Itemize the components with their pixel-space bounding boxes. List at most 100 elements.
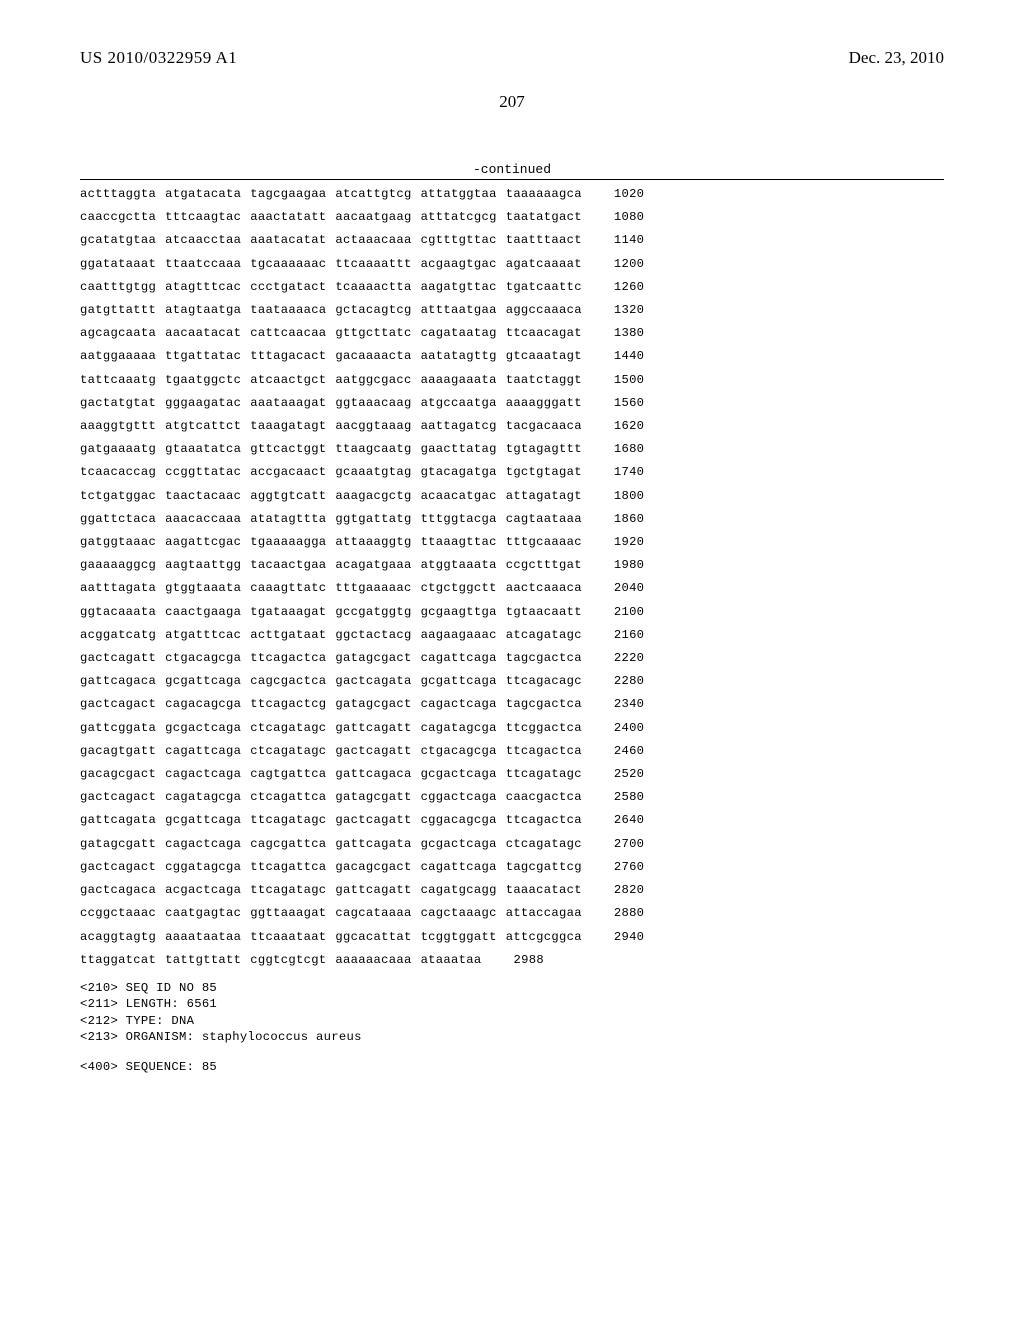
sequence-row: caatttgtggatagtttcacccctgatacttcaaaactta… xyxy=(80,281,944,293)
sequence-group: cagattcaga xyxy=(421,861,497,873)
sequence-group: aagaagaaac xyxy=(421,629,497,641)
sequence-group: gacaaaacta xyxy=(335,350,411,362)
sequence-group: aggccaaaca xyxy=(506,304,582,316)
sequence-group: gaacttatag xyxy=(421,443,497,455)
publication-number: US 2010/0322959 A1 xyxy=(80,48,237,68)
sequence-row: gactcagattctgacagcgattcagactcagatagcgact… xyxy=(80,652,944,664)
sequence-groups: acaggtagtgaaaataataattcaaataatggcacattat… xyxy=(80,931,582,943)
sequence-group: ttcagactcg xyxy=(250,698,326,710)
sequence-row: tctgatggactaactacaacaggtgtcattaaagacgctg… xyxy=(80,490,944,502)
sequence-row: tcaacaccagccggttatacaccgacaactgcaaatgtag… xyxy=(80,466,944,478)
sequence-position: 1140 xyxy=(614,234,644,246)
sequence-group: ggtacaaata xyxy=(80,606,156,618)
sequence-group: acttgataat xyxy=(250,629,326,641)
sequence-group: ttcggactca xyxy=(506,722,582,734)
sequence-row: ccggctaaaccaatgagtacggttaaagatcagcataaaa… xyxy=(80,907,944,919)
sequence-group: aaaagaaata xyxy=(421,374,497,386)
sequence-group: aaatacatat xyxy=(250,234,326,246)
sequence-group: ctcagatagc xyxy=(506,838,582,850)
sequence-group: ggattctaca xyxy=(80,513,156,525)
sequence-group: acgactcaga xyxy=(165,884,241,896)
sequence-groups: gacagtgattcagattcagactcagatagcgactcagatt… xyxy=(80,745,582,757)
sequence-position: 2220 xyxy=(614,652,644,664)
sequence-group: gacagtgatt xyxy=(80,745,156,757)
sequence-group: ttaatccaaa xyxy=(165,258,241,270)
sequence-group: gttgcttatc xyxy=(335,327,411,339)
sequence-group: cagcataaaa xyxy=(335,907,411,919)
sequence-group: gactcagatt xyxy=(335,745,411,757)
sequence-group: agatcaaaat xyxy=(506,258,582,270)
sequence-row: gattcggatagcgactcagactcagatagcgattcagatt… xyxy=(80,722,944,734)
sequence-groups: gacagcgactcagactcagacagtgattcagattcagaca… xyxy=(80,768,582,780)
sequence-groups: gatggtaaacaagattcgactgaaaaaggaattaaaggtg… xyxy=(80,536,582,548)
sequence-group: gactcagact xyxy=(80,698,156,710)
sequence-position: 2940 xyxy=(614,931,644,943)
sequence-group: ggttaaagat xyxy=(250,907,326,919)
sequence-row: ttaggatcattattgttattcggtcgtcgtaaaaaacaaa… xyxy=(80,954,944,966)
sequence-group: gcgactcaga xyxy=(421,838,497,850)
sequence-position: 1620 xyxy=(614,420,644,432)
sequence-group: attagatagt xyxy=(506,490,582,502)
publication-date: Dec. 23, 2010 xyxy=(849,48,944,68)
sequence-group: aacaatgaag xyxy=(335,211,411,223)
sequence-group: tttcaagtac xyxy=(165,211,241,223)
sequence-group: ttcagactca xyxy=(506,814,582,826)
sequence-groups: ggtacaaatacaactgaagatgataaagatgccgatggtg… xyxy=(80,606,582,618)
sequence-row: caaccgcttatttcaagtacaaactatattaacaatgaag… xyxy=(80,211,944,223)
sequence-groups: tattcaaatgtgaatggctcatcaactgctaatggcgacc… xyxy=(80,374,582,386)
sequence-group: ttaagcaatg xyxy=(335,443,411,455)
sequence-group: gcgattcaga xyxy=(165,814,241,826)
sequence-group: tgctgtagat xyxy=(506,466,582,478)
sequence-position: 1200 xyxy=(614,258,644,270)
sequence-group: actaaacaaa xyxy=(335,234,411,246)
sequence-group: gatagcgact xyxy=(335,698,411,710)
sequence-group: tttgaaaaac xyxy=(335,582,411,594)
sequence-groups: gattcagatagcgattcagattcagatagcgactcagatt… xyxy=(80,814,582,826)
sequence-group: gactcagaca xyxy=(80,884,156,896)
sequence-position: 2400 xyxy=(614,722,644,734)
sequence-group: cagattcaga xyxy=(165,745,241,757)
sequence-group: attcgcggca xyxy=(506,931,582,943)
sequence-group: gattcagaca xyxy=(80,675,156,687)
sequence-group: tgatcaattc xyxy=(506,281,582,293)
sequence-group: ttcagatagc xyxy=(250,884,326,896)
sequence-group: taataaaaca xyxy=(250,304,326,316)
sequence-group: gactcagatt xyxy=(335,814,411,826)
sequence-group: aaactatatt xyxy=(250,211,326,223)
sequence-group: gacagcgact xyxy=(335,861,411,873)
sequence-position: 1320 xyxy=(614,304,644,316)
sequence-groups: aatggaaaaattgattatactttagacactgacaaaacta… xyxy=(80,350,582,362)
sequence-group: aaaggtgttt xyxy=(80,420,156,432)
sequence-group: cggacagcga xyxy=(421,814,497,826)
sequence-metadata: <210> SEQ ID NO 85 <211> LENGTH: 6561 <2… xyxy=(80,980,944,1046)
sequence-group: gattcagata xyxy=(335,838,411,850)
sequence-group: ccggttatac xyxy=(165,466,241,478)
sequence-position: 1440 xyxy=(614,350,644,362)
sequence-group: aagattcgac xyxy=(165,536,241,548)
sequence-row: ggtacaaatacaactgaagatgataaagatgccgatggtg… xyxy=(80,606,944,618)
sequence-group: ttcagactca xyxy=(250,652,326,664)
sequence-group: atgccaatga xyxy=(421,397,497,409)
sequence-groups: acggatcatgatgatttcacacttgataatggctactacg… xyxy=(80,629,582,641)
sequence-row: gattcagatagcgattcagattcagatagcgactcagatt… xyxy=(80,814,944,826)
sequence-group: gactcagact xyxy=(80,861,156,873)
sequence-group: gctacagtcg xyxy=(335,304,411,316)
organism-line: <213> ORGANISM: staphylococcus aureus xyxy=(80,1029,944,1045)
sequence-group: ctgctggctt xyxy=(421,582,497,594)
sequence-groups: agcagcaataaacaatacatcattcaacaagttgcttatc… xyxy=(80,327,582,339)
sequence-group: attaaaggtg xyxy=(335,536,411,548)
sequence-group: gatagcgatt xyxy=(80,838,156,850)
sequence-listing: actttaggtaatgatacatatagcgaagaaatcattgtcg… xyxy=(80,188,944,966)
sequence-position: 1560 xyxy=(614,397,644,409)
sequence-group: atcaactgct xyxy=(250,374,326,386)
sequence-group: atagtttcac xyxy=(165,281,241,293)
sequence-group: atcaacctaa xyxy=(165,234,241,246)
sequence-group: cagatagcga xyxy=(165,791,241,803)
sequence-position: 1800 xyxy=(614,490,644,502)
sequence-position: 1980 xyxy=(614,559,644,571)
sequence-group: gattcagaca xyxy=(335,768,411,780)
sequence-group: aatggaaaaa xyxy=(80,350,156,362)
sequence-group: ttcaaaattt xyxy=(335,258,411,270)
sequence-group: aaaagggatt xyxy=(506,397,582,409)
sequence-group: taatctaggt xyxy=(506,374,582,386)
